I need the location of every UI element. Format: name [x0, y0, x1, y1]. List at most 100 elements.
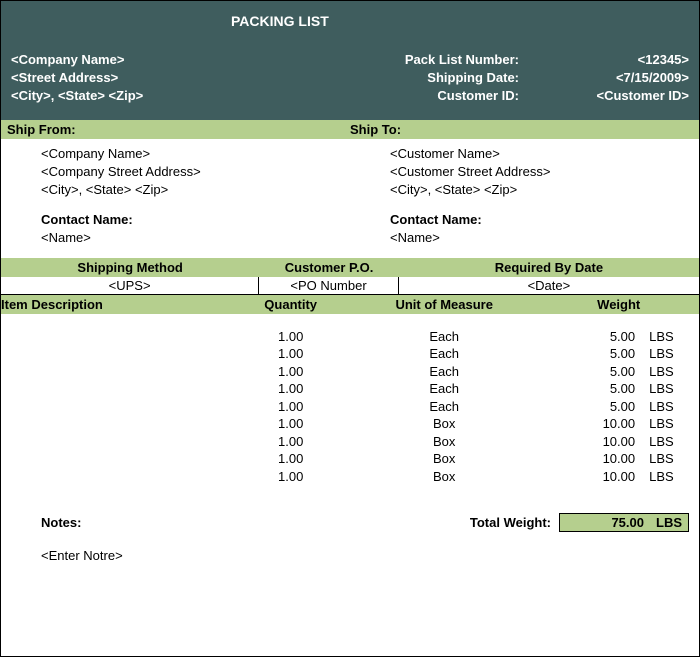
ship-to-contact: <Name>	[390, 229, 699, 247]
ship-to-contact-label: Contact Name:	[390, 211, 699, 229]
hdr-required-by: Required By Date	[399, 258, 699, 277]
item-desc	[1, 398, 231, 416]
item-qty: 1.00	[231, 433, 350, 451]
item-row: 1.00Each5.00LBS	[1, 363, 699, 381]
ship-to-col: <Customer Name> <Customer Street Address…	[350, 145, 699, 248]
item-uom: Box	[350, 415, 538, 433]
ship-from-col: <Company Name> <Company Street Address> …	[1, 145, 350, 248]
item-uom: Each	[350, 380, 538, 398]
total-value: 75.00	[611, 515, 644, 530]
ship-to-customer: <Customer Name>	[390, 145, 699, 163]
val-shipping-method: <UPS>	[1, 277, 259, 295]
item-desc	[1, 468, 231, 486]
item-wt: 10.00	[538, 415, 643, 433]
value-packlist: <12345>	[559, 51, 689, 69]
item-qty: 1.00	[231, 345, 350, 363]
item-unit: LBS	[643, 415, 699, 433]
item-unit: LBS	[643, 345, 699, 363]
val-customer-po: <PO Number	[259, 277, 399, 295]
item-uom: Box	[350, 468, 538, 486]
ship-to-csz: <City>, <State> <Zip>	[390, 181, 699, 199]
ship-to-street: <Customer Street Address>	[390, 163, 699, 181]
item-wt: 5.00	[538, 380, 643, 398]
item-row: 1.00Each5.00LBS	[1, 380, 699, 398]
hdr-shipping-method: Shipping Method	[1, 258, 259, 277]
hdr-uom: Unit of Measure	[350, 295, 538, 314]
item-wt: 5.00	[538, 345, 643, 363]
label-packlist: Pack List Number:	[124, 51, 559, 69]
method-row: <UPS> <PO Number <Date>	[1, 277, 699, 295]
ship-from-csz: <City>, <State> <Zip>	[41, 181, 350, 199]
item-desc	[1, 345, 231, 363]
header-block: PACKING LIST <Company Name> Pack List Nu…	[1, 1, 699, 120]
value-custid: <Customer ID>	[559, 87, 689, 105]
item-qty: 1.00	[231, 398, 350, 416]
item-uom: Each	[350, 328, 538, 346]
total-label: Total Weight:	[470, 515, 551, 530]
item-uom: Each	[350, 345, 538, 363]
value-shipdate: <7/15/2009>	[559, 69, 689, 87]
item-qty: 1.00	[231, 415, 350, 433]
ship-from-street: <Company Street Address>	[41, 163, 350, 181]
item-desc	[1, 433, 231, 451]
item-row: 1.00Each5.00LBS	[1, 328, 699, 346]
ship-section: <Company Name> <Company Street Address> …	[1, 139, 699, 258]
item-wt: 10.00	[538, 468, 643, 486]
item-qty: 1.00	[231, 450, 350, 468]
company-name: <Company Name>	[11, 51, 124, 69]
ship-to-label: Ship To:	[350, 122, 693, 137]
item-qty: 1.00	[231, 363, 350, 381]
item-wt: 5.00	[538, 398, 643, 416]
item-qty: 1.00	[231, 380, 350, 398]
item-uom: Box	[350, 433, 538, 451]
item-desc	[1, 380, 231, 398]
label-shipdate: Shipping Date:	[118, 69, 559, 87]
item-desc	[1, 363, 231, 381]
item-desc	[1, 450, 231, 468]
item-unit: LBS	[643, 468, 699, 486]
items-body: 1.00Each5.00LBS1.00Each5.00LBS1.00Each5.…	[1, 314, 699, 486]
item-qty: 1.00	[231, 328, 350, 346]
total-box: 75.00 LBS	[559, 513, 689, 532]
total-unit: LBS	[656, 515, 682, 530]
label-custid: Customer ID:	[143, 87, 559, 105]
item-qty: 1.00	[231, 468, 350, 486]
hdr-desc: Item Description	[1, 295, 231, 314]
ship-from-label: Ship From:	[7, 122, 350, 137]
page-title: PACKING LIST	[231, 13, 689, 29]
item-wt: 10.00	[538, 433, 643, 451]
item-uom: Each	[350, 363, 538, 381]
ship-bar: Ship From: Ship To:	[1, 120, 699, 139]
item-row: 1.00Box10.00LBS	[1, 415, 699, 433]
item-row: 1.00Box10.00LBS	[1, 450, 699, 468]
item-wt: 5.00	[538, 363, 643, 381]
item-unit: LBS	[643, 363, 699, 381]
item-row: 1.00Each5.00LBS	[1, 345, 699, 363]
item-wt: 5.00	[538, 328, 643, 346]
street-address: <Street Address>	[11, 69, 118, 87]
ship-from-contact: <Name>	[41, 229, 350, 247]
footer-area: Notes: Total Weight: 75.00 LBS <Enter No…	[1, 513, 699, 563]
item-unit: LBS	[643, 398, 699, 416]
item-desc	[1, 328, 231, 346]
item-row: 1.00Box10.00LBS	[1, 433, 699, 451]
hdr-qty: Quantity	[231, 295, 350, 314]
hdr-customer-po: Customer P.O.	[259, 258, 399, 277]
notes-content: <Enter Notre>	[41, 548, 689, 563]
item-uom: Box	[350, 450, 538, 468]
notes-label: Notes:	[41, 515, 81, 530]
item-row: 1.00Each5.00LBS	[1, 398, 699, 416]
item-uom: Each	[350, 398, 538, 416]
item-unit: LBS	[643, 433, 699, 451]
items-header: Item Description Quantity Unit of Measur…	[1, 295, 699, 314]
val-required-by: <Date>	[399, 277, 699, 295]
ship-from-company: <Company Name>	[41, 145, 350, 163]
ship-from-contact-label: Contact Name:	[41, 211, 350, 229]
hdr-weight: Weight	[538, 295, 699, 314]
item-wt: 10.00	[538, 450, 643, 468]
item-desc	[1, 415, 231, 433]
item-unit: LBS	[643, 328, 699, 346]
item-row: 1.00Box10.00LBS	[1, 468, 699, 486]
item-unit: LBS	[643, 380, 699, 398]
method-header: Shipping Method Customer P.O. Required B…	[1, 258, 699, 277]
